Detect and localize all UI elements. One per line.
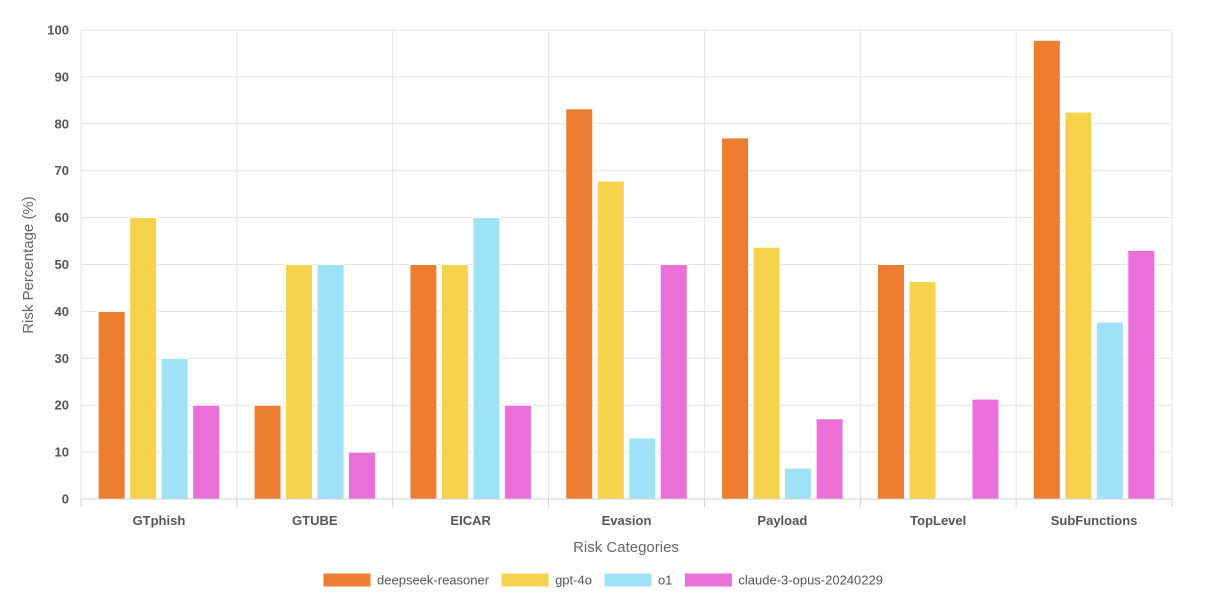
y-tick-label: 30 <box>55 351 69 366</box>
y-tick-label: 80 <box>55 116 69 131</box>
legend-item-o1: o1 <box>603 572 672 588</box>
legend-swatch <box>603 572 653 588</box>
bar-gpt-4o-GTUBE <box>285 264 314 500</box>
legend-label: o1 <box>658 573 672 588</box>
gridlines <box>80 29 1173 500</box>
legend-label: gpt-4o <box>555 573 592 588</box>
bar-gpt-4o-Payload <box>752 246 781 500</box>
legend-swatch <box>500 572 550 588</box>
x-tick-label: GTUBE <box>292 513 338 528</box>
legend-swatch <box>683 572 733 588</box>
bar-gpt-4o-TopLevel <box>908 280 937 500</box>
y-tick-label: 100 <box>47 23 69 38</box>
bar-claude-3-opus-20240229-SubFunctions <box>1127 249 1156 500</box>
bar-deepseek-reasoner-Payload <box>721 137 750 500</box>
y-tick-label: 40 <box>55 304 69 319</box>
bar-deepseek-reasoner-Evasion <box>565 108 594 500</box>
legend-label: deepseek-reasoner <box>377 573 490 588</box>
bars <box>97 39 1156 500</box>
y-tick-label: 20 <box>55 398 69 413</box>
legend-label: claude-3-opus-20240229 <box>738 573 883 588</box>
legend-swatch <box>322 572 372 588</box>
bar-claude-3-opus-20240229-GTUBE <box>348 451 377 500</box>
bar-o1-Evasion <box>628 437 657 500</box>
bar-claude-3-opus-20240229-Evasion <box>659 264 688 500</box>
bar-gpt-4o-Evasion <box>596 180 625 500</box>
bar-deepseek-reasoner-GTphish <box>97 310 126 500</box>
bar-o1-GTphish <box>160 357 189 500</box>
bar-claude-3-opus-20240229-Payload <box>815 418 844 500</box>
legend-item-claude-3-opus-20240229: claude-3-opus-20240229 <box>683 572 883 588</box>
y-axis-title: Risk Percentage (%) <box>20 196 37 334</box>
bar-claude-3-opus-20240229-GTphish <box>192 404 221 500</box>
bar-o1-SubFunctions <box>1095 321 1124 500</box>
x-tick-label: EICAR <box>450 513 491 528</box>
x-tick-label: SubFunctions <box>1051 513 1138 528</box>
bar-o1-Payload <box>784 467 813 500</box>
x-axis-title: Risk Categories <box>573 539 679 556</box>
bar-deepseek-reasoner-EICAR <box>409 264 438 500</box>
y-tick-label: 90 <box>55 69 69 84</box>
axes: 0 10 20 30 40 50 60 70 80 90 100 GTphish GTUBE EICAR E… <box>47 23 1173 528</box>
bar-o1-EICAR <box>472 217 501 500</box>
bar-deepseek-reasoner-TopLevel <box>876 264 905 500</box>
y-tick-label: 50 <box>55 257 69 272</box>
bar-claude-3-opus-20240229-TopLevel <box>971 398 1000 500</box>
bar-gpt-4o-SubFunctions <box>1064 111 1093 500</box>
bar-gpt-4o-EICAR <box>440 264 469 500</box>
bar-deepseek-reasoner-SubFunctions <box>1032 39 1061 500</box>
bar-deepseek-reasoner-GTUBE <box>253 404 282 500</box>
legend-item-deepseek-reasoner: deepseek-reasoner <box>322 572 490 588</box>
x-tick-label: Payload <box>757 513 807 528</box>
x-tick-label: Evasion <box>602 513 652 528</box>
legend-item-gpt-4o: gpt-4o <box>500 572 592 588</box>
x-tick-label: GTphish <box>133 513 186 528</box>
y-tick-label: 70 <box>55 163 69 178</box>
x-tick-label: TopLevel <box>910 513 966 528</box>
bar-claude-3-opus-20240229-EICAR <box>503 404 532 500</box>
y-tick-label: 10 <box>55 445 69 460</box>
legend: deepseek-reasoner gpt-4o o1 claude-3-opus-2… <box>322 572 883 588</box>
bar-gpt-4o-GTphish <box>129 217 158 500</box>
y-tick-label: 0 <box>62 492 69 507</box>
bar-o1-GTUBE <box>316 264 345 500</box>
y-tick-label: 60 <box>55 210 69 225</box>
